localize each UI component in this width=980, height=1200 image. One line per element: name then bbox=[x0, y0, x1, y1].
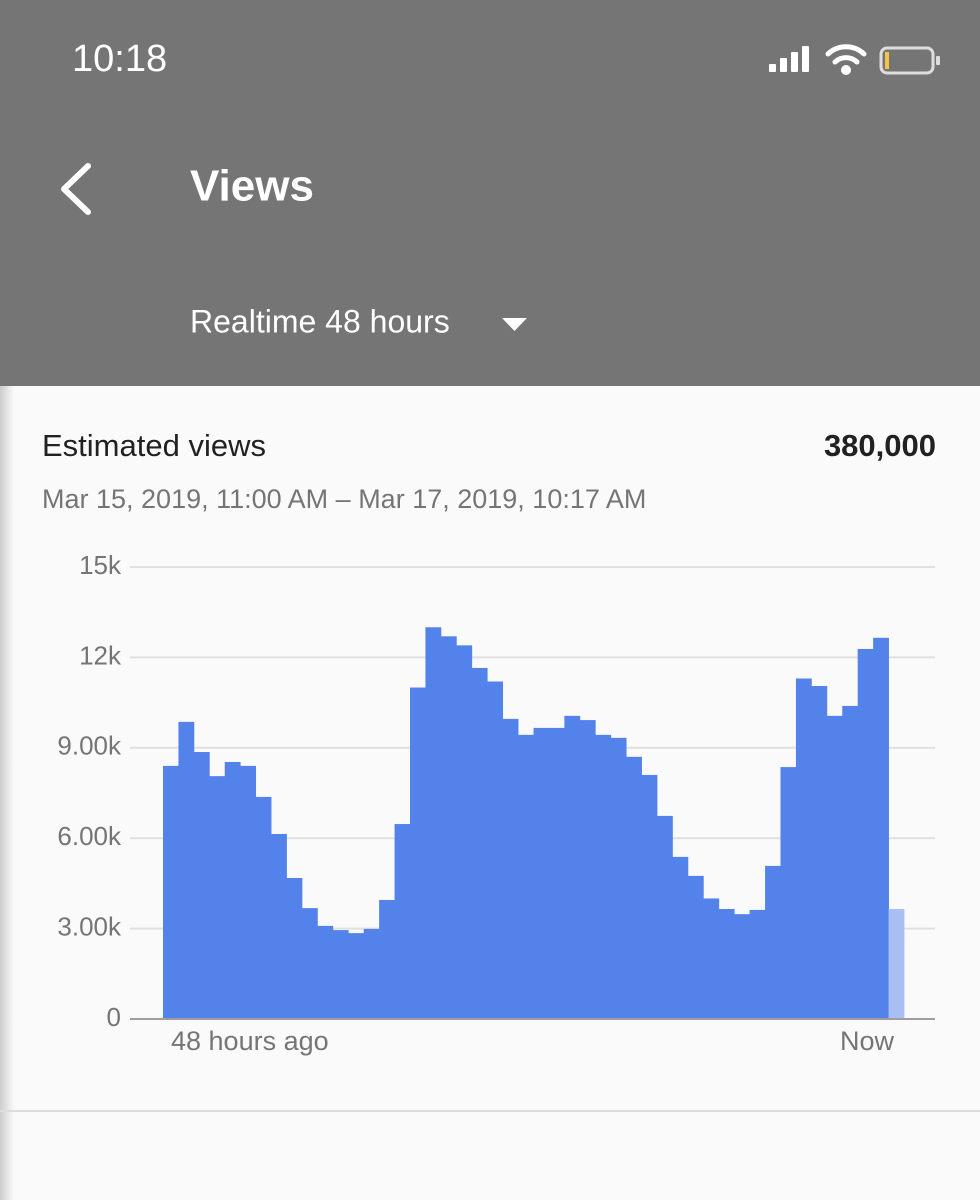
bar bbox=[548, 727, 565, 1019]
bar bbox=[240, 765, 257, 1019]
page-title: Views bbox=[190, 162, 314, 211]
bar bbox=[440, 636, 457, 1019]
bar bbox=[873, 637, 889, 1019]
bar bbox=[487, 681, 504, 1019]
dropdown-arrow[interactable] bbox=[502, 318, 527, 331]
bar bbox=[255, 796, 272, 1019]
bar bbox=[857, 648, 874, 1019]
metric-label: Estimated views bbox=[42, 428, 266, 463]
bar bbox=[502, 718, 519, 1019]
bar bbox=[209, 776, 226, 1019]
bar bbox=[564, 715, 581, 1019]
bar bbox=[780, 767, 797, 1019]
bar bbox=[811, 686, 828, 1019]
bar bbox=[842, 705, 859, 1019]
bar bbox=[687, 875, 704, 1019]
bar bbox=[657, 815, 673, 1019]
bar bbox=[595, 734, 612, 1019]
back-button[interactable] bbox=[61, 163, 91, 215]
clock: 10:18 bbox=[72, 38, 167, 80]
bar bbox=[193, 752, 210, 1019]
battery-icon bbox=[879, 46, 940, 75]
metric-total: 380,000 bbox=[824, 428, 936, 463]
edge-shadow bbox=[0, 386, 14, 1200]
bar bbox=[317, 925, 334, 1019]
bar bbox=[579, 720, 596, 1019]
period-selector[interactable]: Realtime 48 hours bbox=[190, 303, 450, 339]
app-bar bbox=[0, 0, 980, 386]
bar bbox=[610, 737, 627, 1019]
bar bbox=[626, 756, 642, 1019]
bar bbox=[348, 933, 365, 1019]
bar bbox=[410, 687, 426, 1019]
signal-icon bbox=[769, 46, 809, 72]
bar bbox=[641, 774, 658, 1019]
bar bbox=[163, 765, 179, 1019]
bar bbox=[749, 909, 766, 1019]
bar bbox=[456, 645, 473, 1019]
y-tick-label: 9.00k bbox=[57, 731, 122, 761]
y-tick-label: 12k bbox=[79, 640, 122, 670]
bar bbox=[672, 856, 689, 1019]
bar bbox=[471, 667, 488, 1019]
bar bbox=[518, 734, 534, 1019]
bar bbox=[178, 721, 195, 1019]
x-tick-label: Now bbox=[840, 1026, 895, 1056]
bar bbox=[533, 727, 550, 1019]
bar bbox=[888, 909, 905, 1019]
x-tick-label: 48 hours ago bbox=[171, 1026, 329, 1056]
bar bbox=[271, 833, 287, 1019]
bar bbox=[703, 898, 720, 1019]
bar bbox=[425, 627, 442, 1019]
bar bbox=[718, 909, 735, 1019]
bar bbox=[332, 930, 349, 1019]
bar bbox=[301, 908, 318, 1019]
bar bbox=[826, 715, 843, 1019]
bar bbox=[379, 899, 395, 1019]
y-tick-label: 0 bbox=[107, 1002, 121, 1032]
bar bbox=[224, 761, 241, 1019]
y-tick-label: 15k bbox=[79, 550, 122, 580]
y-tick-label: 6.00k bbox=[57, 821, 122, 851]
y-tick-label: 3.00k bbox=[57, 911, 122, 941]
bar bbox=[363, 928, 380, 1019]
bar bbox=[286, 877, 303, 1019]
bar bbox=[765, 865, 781, 1019]
bar bbox=[734, 914, 751, 1019]
bar bbox=[795, 678, 812, 1019]
wifi-icon bbox=[825, 44, 867, 75]
bar bbox=[394, 824, 411, 1019]
date-range: Mar 15, 2019, 11:00 AM – Mar 17, 2019, 1… bbox=[42, 484, 646, 514]
